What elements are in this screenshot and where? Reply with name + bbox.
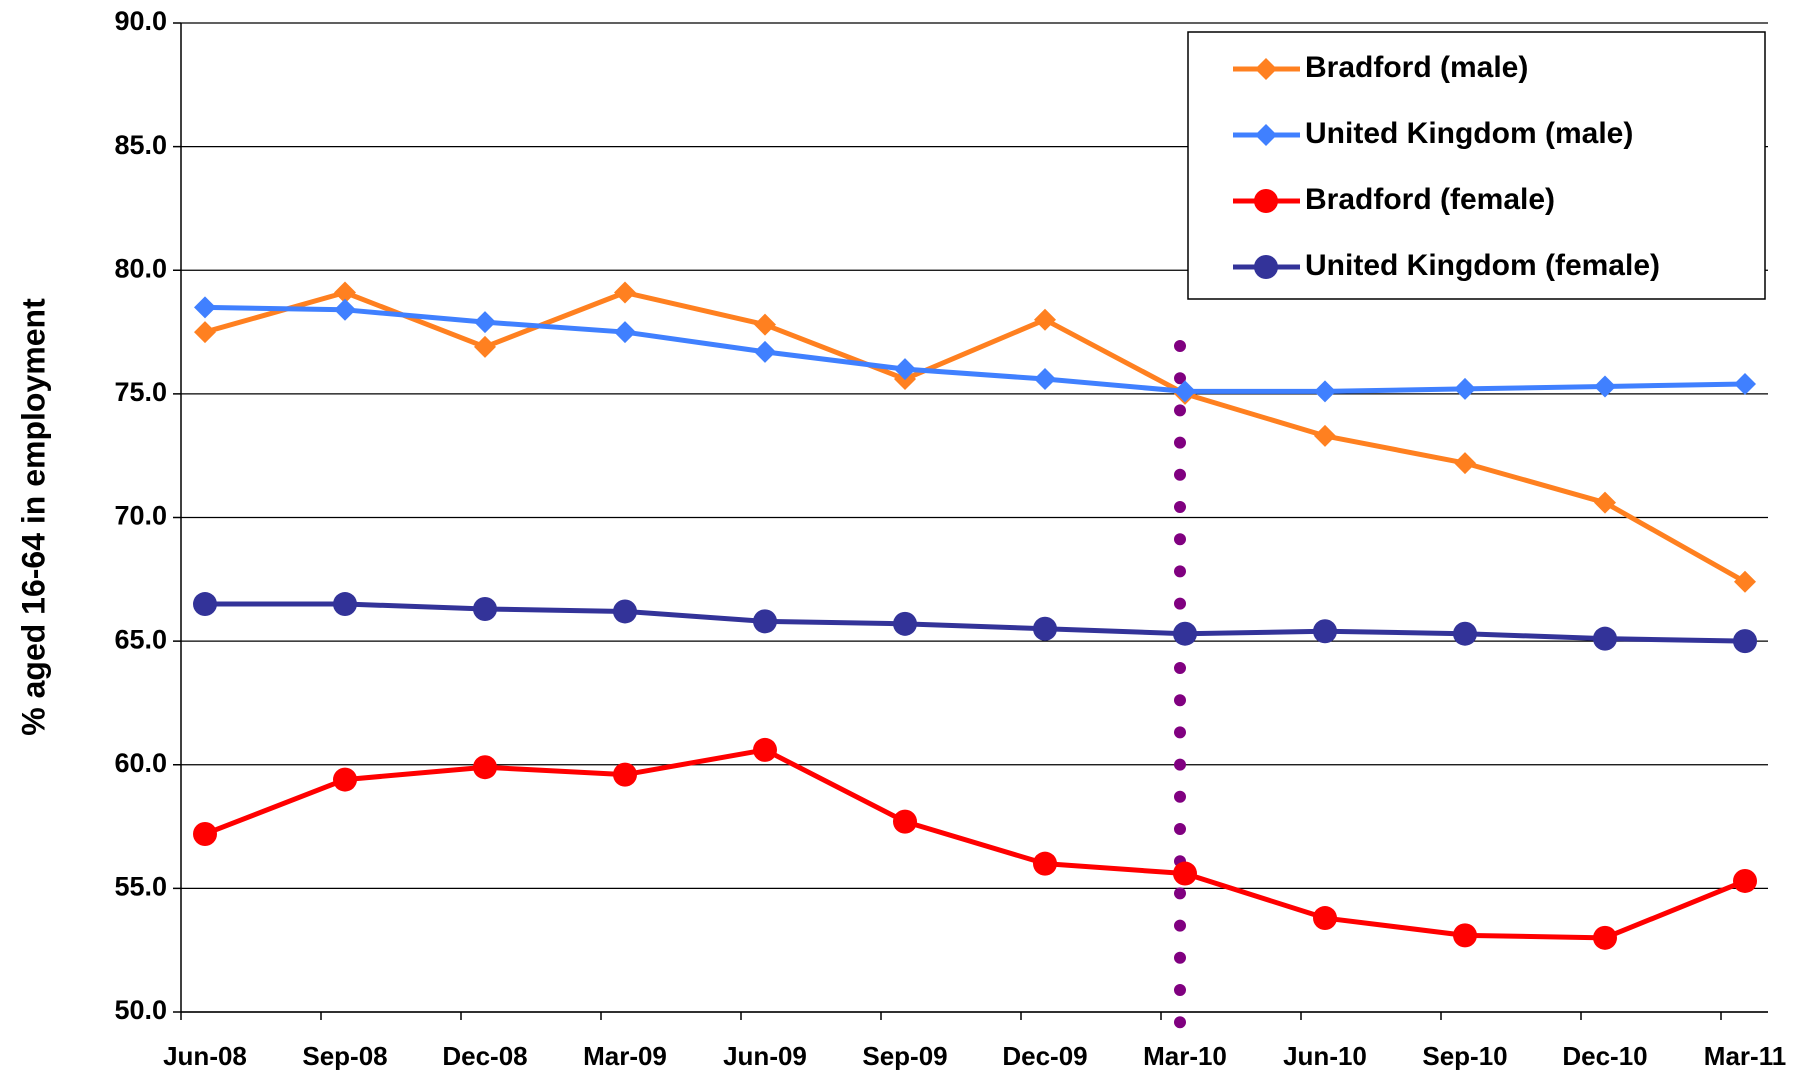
x-tick-label: Sep-10	[1422, 1041, 1507, 1070]
legend-label: United Kingdom (male)	[1305, 117, 1633, 150]
series-line	[204, 304, 1746, 394]
legend-label: United Kingdom (female)	[1305, 249, 1660, 282]
data-point	[1453, 621, 1477, 646]
data-point	[614, 281, 636, 304]
legend-box	[1187, 31, 1766, 300]
data-point	[1453, 923, 1477, 948]
data-point	[1033, 851, 1057, 876]
data-point	[894, 358, 916, 381]
data-point	[333, 592, 357, 617]
data-point	[1314, 380, 1336, 403]
data-point	[1173, 621, 1197, 646]
data-point	[1313, 906, 1337, 931]
x-tick-label: Jun-10	[1283, 1041, 1367, 1070]
data-point	[1733, 868, 1757, 893]
data-point	[754, 340, 776, 363]
data-point	[893, 611, 917, 636]
x-tick-label: Jun-08	[163, 1041, 247, 1070]
data-point	[473, 596, 497, 621]
legend-marker	[1255, 58, 1277, 80]
legend-marker	[1255, 124, 1277, 146]
data-point	[1034, 308, 1056, 331]
y-tick-label: 75.0	[114, 377, 167, 407]
data-point	[193, 821, 217, 846]
data-point	[334, 281, 356, 304]
data-point	[1454, 452, 1476, 475]
data-point	[1734, 570, 1756, 593]
data-point	[1594, 491, 1616, 514]
y-tick-label: 50.0	[114, 995, 167, 1025]
y-tick-label: 70.0	[114, 501, 167, 531]
legend-label: Bradford (male)	[1305, 51, 1528, 84]
data-point	[474, 311, 496, 334]
data-point	[614, 321, 636, 344]
data-point	[333, 767, 357, 792]
y-tick-label: 60.0	[114, 748, 167, 778]
data-point	[194, 321, 216, 344]
data-point	[1454, 377, 1476, 400]
data-point	[1594, 375, 1616, 398]
data-point	[1313, 619, 1337, 644]
y-tick-label: 80.0	[114, 253, 167, 283]
data-point	[893, 809, 917, 834]
y-axis-title: % aged 16-64 in employment	[15, 298, 51, 736]
x-tick-label: Dec-09	[1002, 1041, 1087, 1070]
x-tick-label: Sep-09	[862, 1041, 947, 1070]
data-point	[193, 592, 217, 617]
x-tick-label: Dec-08	[442, 1041, 527, 1070]
data-point	[1593, 626, 1617, 651]
data-point	[474, 335, 496, 358]
x-tick-label: Mar-09	[583, 1041, 667, 1070]
x-tick-label: Dec-10	[1562, 1041, 1647, 1070]
data-point	[753, 609, 777, 634]
data-point	[334, 298, 356, 321]
data-point	[613, 599, 637, 624]
data-point	[753, 737, 777, 762]
series-line	[205, 601, 1746, 644]
data-point	[1174, 380, 1196, 403]
x-tick-label: Sep-08	[302, 1041, 387, 1070]
data-point	[1034, 368, 1056, 391]
legend-label: Bradford (female)	[1305, 183, 1555, 216]
data-point	[1734, 372, 1756, 395]
x-tick-label: Jun-09	[723, 1041, 807, 1070]
y-tick-label: 90.0	[114, 6, 167, 36]
data-point	[473, 755, 497, 780]
data-point	[1733, 629, 1757, 654]
legend-marker	[1254, 255, 1278, 279]
data-point	[613, 762, 637, 787]
y-tick-label: 55.0	[114, 872, 167, 902]
series-line	[204, 747, 1746, 941]
x-tick-label: Mar-10	[1143, 1041, 1227, 1070]
x-tick-label: Mar-11	[1704, 1041, 1786, 1070]
series-line	[204, 290, 1747, 584]
data-point	[1593, 925, 1617, 950]
data-point	[1314, 424, 1336, 447]
data-point	[194, 296, 216, 319]
y-tick-label: 85.0	[114, 130, 167, 160]
legend-marker	[1254, 189, 1278, 213]
data-point	[1173, 861, 1197, 886]
data-point	[1033, 616, 1057, 641]
data-point	[754, 313, 776, 336]
y-tick-label: 65.0	[114, 624, 167, 654]
